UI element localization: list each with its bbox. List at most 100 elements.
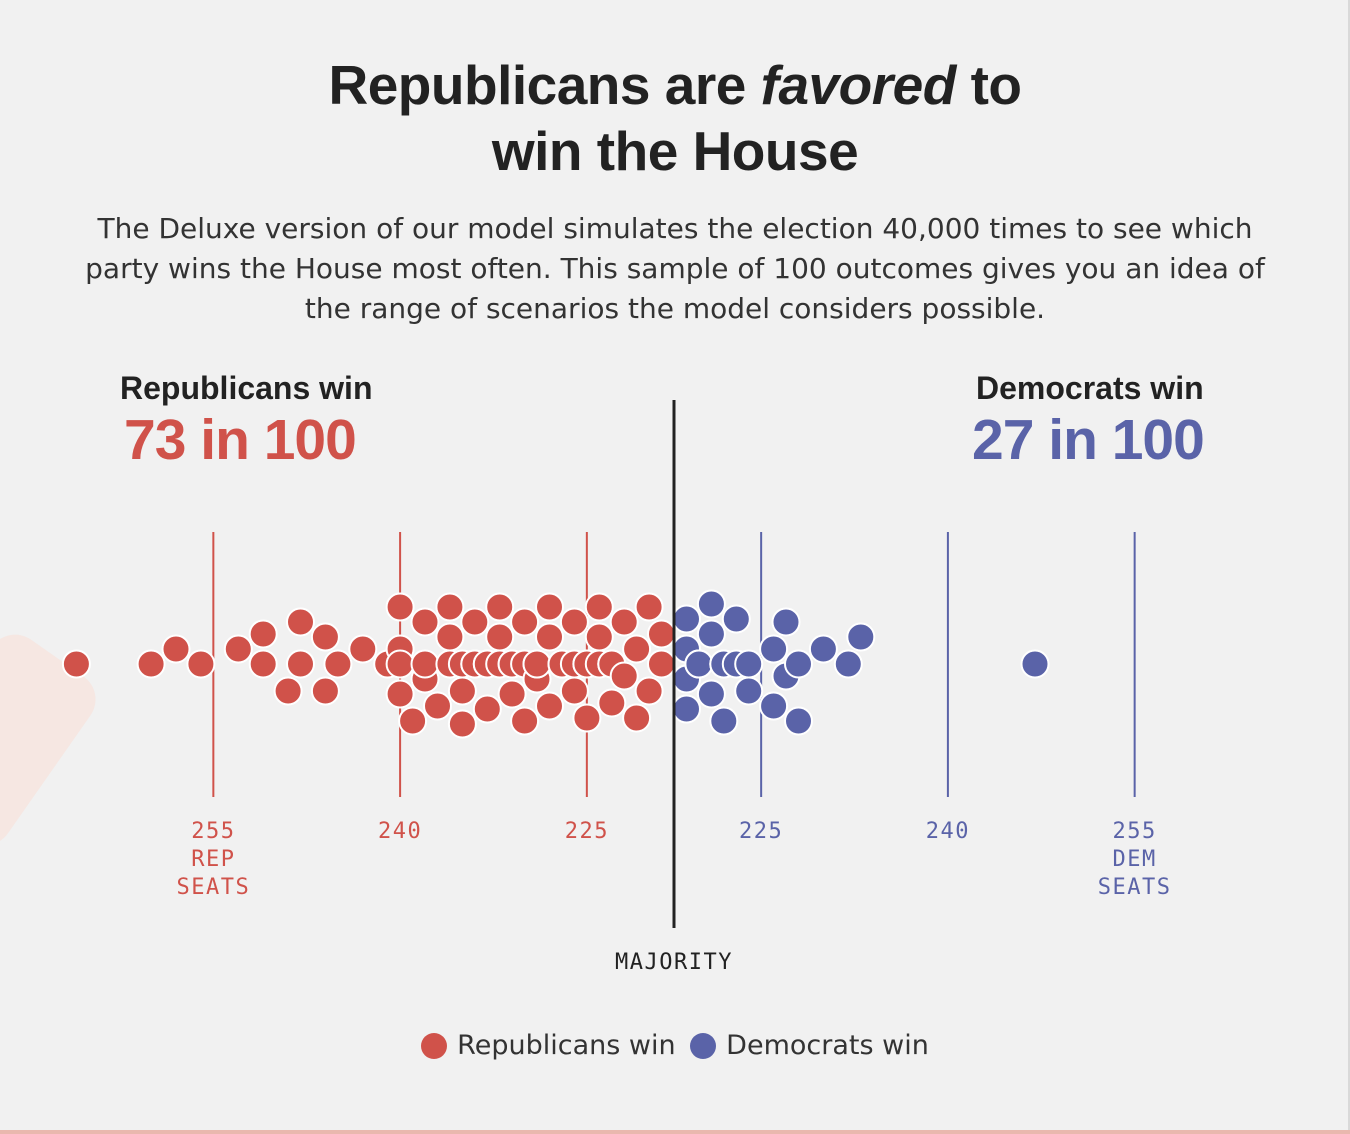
dem-outcome-dot-24 [833, 649, 863, 679]
rep-outcome-dot-56 [572, 703, 602, 733]
rep-outcome-dot-65 [609, 661, 639, 691]
rep-outcome-dot-54 [559, 607, 589, 637]
rep-outcome-dot-67 [622, 634, 652, 664]
rep-outcome-dot-72 [647, 619, 676, 649]
rep-outcome-dot-17 [385, 592, 415, 622]
dem-outcome-dot-2 [672, 604, 701, 634]
rep-outcome-dot-70 [634, 592, 664, 622]
rep-tick-label-255-2: SEATS [176, 875, 250, 900]
dem-outcome-dot-22 [784, 649, 813, 679]
rep-outcome-dot-49 [535, 691, 564, 721]
rep-outcome-dot-7 [273, 676, 303, 706]
dem-outcome-dot-9 [696, 589, 726, 619]
rep-win-count: 73 in 100 [124, 408, 357, 472]
rep-outcome-dot-5 [248, 649, 278, 679]
dem-outcome-dot-13 [721, 604, 751, 634]
dem-outcome-dot-17 [759, 634, 789, 664]
dem-outcome-dot-8 [696, 679, 726, 709]
rep-outcome-dot-21 [410, 607, 440, 637]
chart-title: Republicans are favored to win the House [100, 52, 1250, 184]
rep-outcome-dot-47 [522, 649, 552, 679]
rep-outcome-dot-12 [323, 649, 353, 679]
majority-label: MAJORITY [615, 950, 733, 975]
rep-outcome-dot-37 [485, 592, 515, 622]
rep-outcome-dot-27 [447, 676, 477, 706]
rep-outcome-dot-8 [286, 649, 315, 679]
rep-outcome-dot-39 [497, 679, 527, 709]
dem-outcome-dot-20 [771, 607, 801, 637]
rep-outcome-dot-18 [385, 649, 415, 679]
rep-outcome-dot-59 [584, 622, 614, 652]
dem-tick-label-255-1: DEM [1113, 847, 1157, 872]
dem-tick-label-240-0: 240 [926, 819, 970, 844]
rep-outcome-dot-53 [559, 676, 589, 706]
title-line2: win the House [491, 120, 859, 182]
title-line1-emphasis: favored [760, 54, 957, 116]
legend: Republicans win Democrats win [0, 1030, 1350, 1066]
legend-item-rep: Republicans win [421, 1030, 676, 1061]
rep-outcome-dot-42 [510, 607, 540, 637]
title-line1-before: Republicans are [328, 54, 746, 116]
rep-tick-label-225-0: 225 [565, 819, 609, 844]
dem-outcome-dot-10 [709, 706, 739, 736]
dem-tick-label-225-0: 225 [739, 819, 783, 844]
title-line1-after: to [970, 54, 1022, 116]
rep-outcome-dot-48 [535, 622, 564, 652]
rep-outcome-dot-28 [447, 709, 477, 739]
rep-outcome-dot-22 [410, 649, 440, 679]
rep-outcome-dot-43 [510, 706, 540, 736]
chart-subtitle: The Deluxe version of our model simulate… [85, 212, 1265, 325]
rep-outcome-dot-13 [348, 634, 378, 664]
rep-outcome-dot-16 [385, 679, 415, 709]
rep-outcome-dot-62 [597, 688, 627, 718]
dem-outcome-dot-6 [684, 649, 714, 679]
dem-outcome-dot-16 [734, 649, 764, 679]
rep-outcome-dot-50 [535, 592, 564, 622]
rep-outcome-dot-2 [161, 634, 191, 664]
dem-outcome-dot-18 [759, 691, 789, 721]
rep-tick-label-255-1: REP [191, 847, 235, 872]
page-edge-bottom [0, 1130, 1350, 1134]
rep-outcome-dot-0 [61, 649, 91, 679]
dem-outcome-dot-3 [672, 694, 701, 724]
rep-outcome-dot-3 [186, 649, 216, 679]
rep-outcome-dot-30 [460, 607, 490, 637]
rep-tick-label-240-0: 240 [378, 819, 422, 844]
rep-outcome-dot-4 [223, 634, 253, 664]
dem-outcome-dot-25 [846, 622, 876, 652]
dem-win-count: 27 in 100 [972, 408, 1205, 472]
rep-outcome-dot-25 [435, 592, 465, 622]
legend-item-dem: Democrats win [690, 1030, 929, 1061]
dem-outcome-dot-15 [734, 676, 764, 706]
dem-outcome-dot-23 [808, 634, 838, 664]
rep-outcome-dot-60 [584, 592, 614, 622]
rep-outcome-dot-36 [485, 622, 515, 652]
rep-outcome-dot-66 [609, 607, 639, 637]
rep-outcome-dot-33 [472, 694, 502, 724]
dem-win-label: Democrats win [976, 370, 1204, 406]
rep-outcome-dot-71 [647, 649, 676, 679]
legend-dem-label: Democrats win [726, 1030, 929, 1061]
legend-dem-dot-icon [690, 1032, 717, 1059]
rep-outcome-dot-11 [310, 676, 340, 706]
rep-outcome-dot-68 [622, 703, 652, 733]
dem-tick-label-255-0: 255 [1113, 819, 1157, 844]
rep-outcome-dot-6 [248, 619, 278, 649]
rep-win-label: Republicans win [120, 370, 373, 406]
rep-outcome-dot-10 [310, 622, 340, 652]
dem-tick-label-255-2: SEATS [1098, 875, 1172, 900]
page-edge-right [1348, 0, 1350, 1134]
dem-outcome-dot-26 [1020, 649, 1050, 679]
rep-outcome-dot-1 [136, 649, 166, 679]
legend-rep-label: Republicans win [457, 1030, 676, 1061]
rep-tick-label-255-0: 255 [191, 819, 235, 844]
legend-rep-dot-icon [421, 1032, 448, 1059]
rep-outcome-dot-9 [286, 607, 315, 637]
dem-outcome-dot-21 [784, 706, 813, 736]
dem-outcome-dot-7 [696, 619, 726, 649]
rep-outcome-dot-69 [634, 676, 664, 706]
rep-outcome-dot-23 [423, 691, 452, 721]
rep-outcome-dot-19 [398, 706, 428, 736]
rep-outcome-dot-24 [435, 622, 465, 652]
